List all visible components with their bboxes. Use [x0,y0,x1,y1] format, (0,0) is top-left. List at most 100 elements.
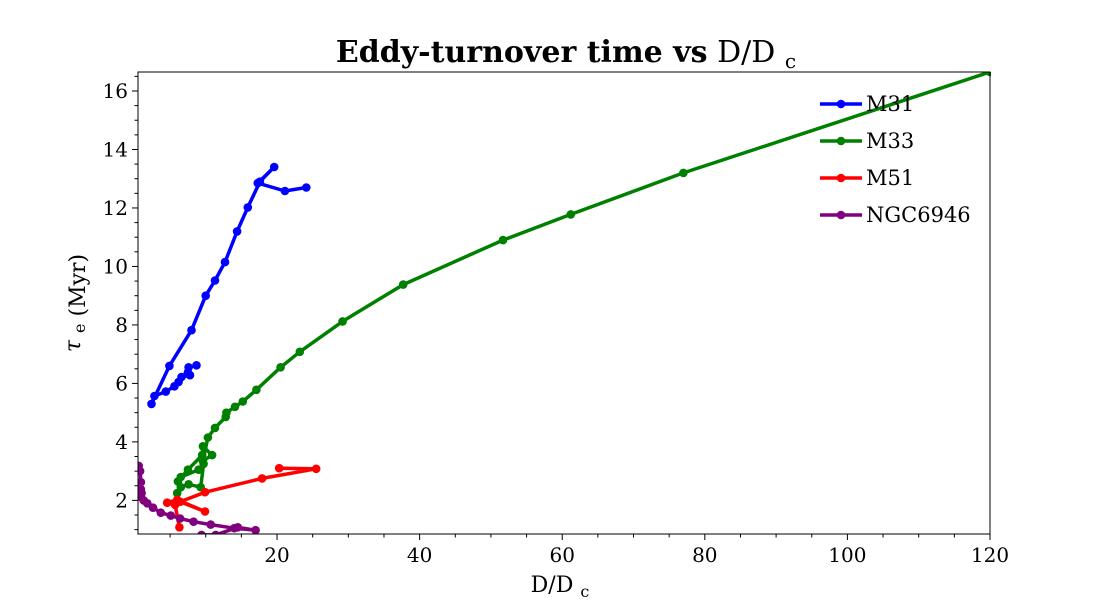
y-tick-label: 10 [103,254,128,278]
x-tick-label: 120 [971,543,1009,567]
y-tick-label: 6 [115,371,128,395]
data-point-ngc6946 [156,508,166,517]
data-point-ngc6946 [206,520,215,529]
x-tick-label: 60 [549,543,574,567]
data-point-m31 [232,227,242,236]
data-point-m31 [210,276,220,285]
data-point-m31 [147,399,156,409]
data-point-ngc6946 [148,503,158,512]
data-point-m31 [150,391,159,401]
chart-title-math: D/D [717,35,775,70]
data-point-m33 [230,402,240,412]
data-point-m33 [194,465,203,475]
legend-label-m31: M31 [866,92,914,116]
legend-item-m33: M33 [820,129,914,153]
data-point-m33 [398,280,408,289]
data-point-m31 [187,325,196,335]
data-point-m51 [311,464,321,474]
series-m33 [172,72,991,498]
data-point-m51 [200,487,210,497]
data-point-m31 [269,162,279,172]
data-point-m51 [162,498,172,508]
y-tick-label: 2 [115,488,128,512]
legend-item-m51: M51 [820,166,914,190]
legend-marker-m51 [836,173,846,183]
legend: M31 M33 M51 NGC6946 [820,92,971,227]
legend-marker-m33 [836,136,846,146]
series-m31 [147,162,311,409]
x-axis-title: D/D c [531,573,590,600]
data-point-m33 [222,408,231,418]
data-point-ngc6946 [138,466,145,476]
chart-title-math-sub: c [785,49,796,73]
data-point-m51 [175,497,185,507]
chart-title-bold: Eddy-turnover time vs [336,35,708,70]
data-point-m31 [201,291,210,301]
y-tick-label: 14 [103,137,128,161]
x-axis-title-sub: c [580,582,589,600]
legend-item-m31: M31 [820,92,914,116]
data-point-m31 [253,178,263,188]
legend-marker-m31 [836,99,846,109]
data-point-m31 [161,387,171,396]
x-axis-title-main: D/D [531,573,574,598]
y-tick-label: 12 [103,196,128,220]
data-point-m51 [274,463,284,473]
data-point-ngc6946 [233,523,243,532]
series-line-m51 [165,466,318,530]
data-point-ngc6946 [251,525,260,534]
data-point-ngc6946 [138,477,146,487]
y-tick-label: 4 [115,430,128,454]
data-point-m33 [203,433,213,442]
data-point-m33 [276,363,285,372]
data-point-m33 [252,385,261,395]
data-point-ngc6946 [211,530,220,534]
data-point-m33 [184,480,193,489]
legend-label-m33: M33 [866,129,914,153]
series-layer [138,72,991,534]
data-point-ngc6946 [166,511,176,520]
data-point-m33 [210,423,220,433]
y-axis-title-symbol: τ [61,339,86,352]
svg-text:τ e (Myr): τ e (Myr) [61,254,91,352]
data-point-m33 [198,456,208,466]
data-point-m31 [243,203,253,212]
plot-frame [137,71,991,535]
data-point-ngc6946 [175,514,185,523]
data-point-m31 [220,257,230,267]
chart-title: Eddy-turnover time vs D/D c [336,35,796,73]
data-point-m33 [198,442,208,451]
svg-text:Eddy-turnover time vs: Eddy-turnover time vs D/D c [336,35,796,73]
data-point-m33 [566,210,576,219]
legend-marker-ngc6946 [836,210,846,220]
data-point-m51 [175,523,184,532]
legend-item-ngc6946: NGC6946 [820,203,971,227]
x-tick-label: 40 [407,543,432,567]
x-tick-label: 100 [828,543,866,567]
x-axis: 20 40 60 80 100 120 [169,534,1009,567]
y-axis: 2 4 6 8 10 12 14 16 [103,75,138,531]
x-tick-label: 80 [692,543,717,567]
data-point-m31 [192,361,201,370]
data-point-m33 [207,450,217,460]
svg-text:D/D c: D/D c [531,573,590,600]
legend-label-ngc6946: NGC6946 [866,203,971,227]
data-point-m31 [165,361,174,371]
x-tick-label: 20 [264,543,289,567]
series-m51 [162,463,321,532]
y-tick-label: 8 [115,313,128,337]
data-point-ngc6946 [189,517,198,526]
data-point-m33 [183,465,193,475]
data-point-m31 [280,186,290,196]
data-point-m33 [338,317,347,326]
data-point-m31 [170,382,179,391]
data-point-ngc6946 [197,530,206,534]
legend-label-m51: M51 [866,166,914,190]
data-point-m33 [498,235,508,245]
data-point-m33 [173,477,183,486]
data-point-m31 [302,183,311,192]
y-axis-title-rest: (Myr) [66,254,91,317]
y-axis-title: τ e (Myr) [61,254,91,352]
y-axis-title-sub: e [70,324,89,333]
